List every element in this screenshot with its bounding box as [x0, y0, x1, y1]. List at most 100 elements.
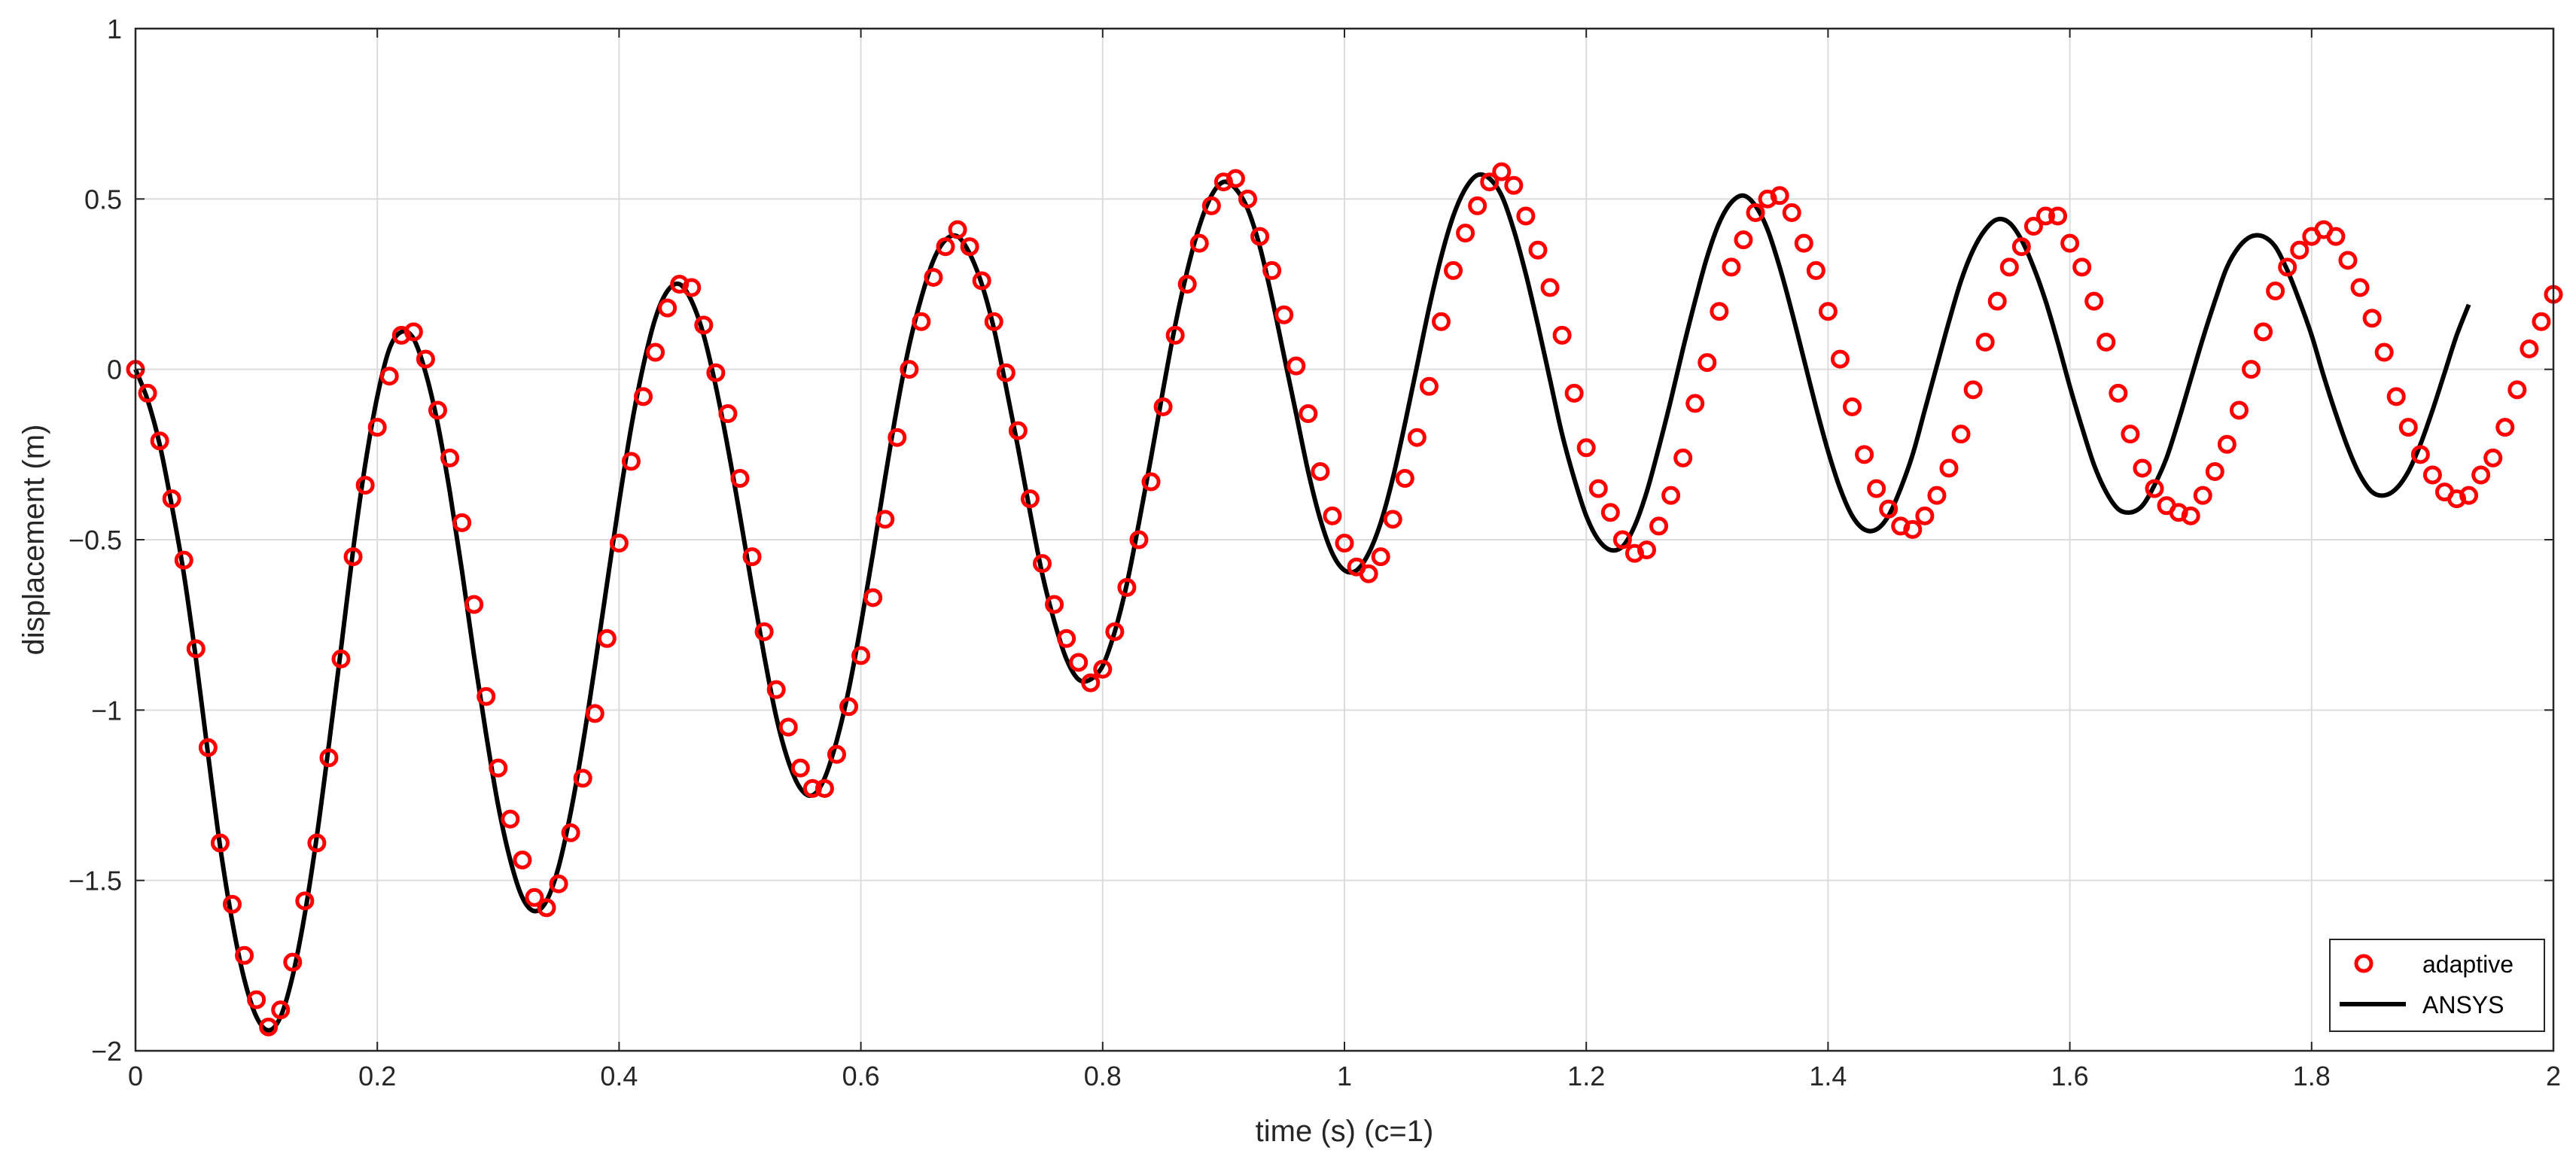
adaptive-point: [174, 550, 193, 570]
adaptive-point: [1867, 479, 1886, 498]
adaptive-point: [416, 349, 435, 369]
adaptive-point: [621, 452, 641, 471]
x-tick-label: 1.8: [2293, 1061, 2331, 1091]
adaptive-point: [1371, 547, 1390, 567]
adaptive-point: [2254, 322, 2273, 342]
adaptive-point: [1395, 469, 1414, 489]
adaptive-point: [1612, 530, 1632, 549]
adaptive-point: [1600, 503, 1620, 522]
adaptive-point: [1468, 196, 1487, 215]
adaptive-point: [766, 680, 786, 699]
x-axis-label: time (s) (c=1): [1256, 1115, 1434, 1148]
adaptive-point: [1045, 595, 1064, 614]
adaptive-point: [1383, 510, 1402, 529]
adaptive-point: [2278, 257, 2297, 277]
adaptive-point: [888, 428, 907, 447]
adaptive-point: [403, 322, 423, 342]
adaptive-point: [1105, 622, 1125, 641]
adaptive-point: [283, 952, 303, 972]
adaptive-point: [1117, 577, 1137, 597]
y-tick-label: −0.5: [69, 525, 122, 556]
adaptive-point: [549, 874, 568, 893]
adaptive-point: [1299, 404, 1318, 424]
adaptive-point: [1141, 472, 1161, 492]
adaptive-point: [851, 646, 871, 665]
adaptive-point: [2374, 342, 2394, 362]
adaptive-point: [863, 588, 883, 607]
adaptive-point: [150, 431, 169, 451]
adaptive-point: [259, 1017, 279, 1037]
adaptive-point: [307, 833, 327, 853]
adaptive-point: [1359, 564, 1378, 583]
adaptive-point: [2121, 425, 2140, 444]
adaptive-point: [2507, 380, 2527, 400]
x-tick-label: 1.6: [2051, 1061, 2089, 1091]
adaptive-point: [585, 704, 604, 723]
adaptive-point: [936, 237, 955, 257]
adaptive-point: [1939, 458, 1959, 478]
legend-label-ansys: ANSYS: [2422, 991, 2504, 1018]
adaptive-point: [2459, 486, 2479, 505]
adaptive-point: [1456, 224, 1475, 243]
adaptive-point: [1637, 540, 1656, 560]
adaptive-point: [2266, 282, 2285, 301]
adaptive-point: [2362, 309, 2382, 328]
adaptive-point: [1843, 397, 1862, 416]
adaptive-point: [1335, 534, 1354, 553]
adaptive-point: [1177, 275, 1197, 294]
adaptive-point: [1081, 673, 1101, 693]
adaptive-point: [2060, 233, 2080, 253]
adaptive-point: [367, 418, 387, 437]
adaptive-point: [2023, 217, 2043, 236]
adaptive-point: [235, 945, 254, 965]
adaptive-point: [948, 220, 967, 239]
adaptive-point: [1323, 506, 1342, 525]
adaptive-point: [900, 360, 919, 379]
adaptive-point: [2326, 227, 2346, 246]
adaptive-point: [1661, 486, 1681, 505]
x-tick-label: 0.8: [1084, 1061, 1122, 1091]
adaptive-point: [634, 387, 653, 406]
adaptive-point: [2398, 418, 2418, 437]
adaptive-point: [1165, 325, 1185, 345]
adaptive-point: [924, 267, 943, 287]
adaptive-point: [162, 489, 181, 509]
adaptive-point: [815, 778, 834, 798]
adaptive-point: [440, 448, 460, 467]
adaptive-point: [2036, 206, 2055, 226]
adaptive-point: [2242, 360, 2261, 379]
adaptive-point: [2084, 291, 2104, 311]
adaptive-point: [875, 510, 895, 529]
adaptive-point: [319, 748, 339, 768]
adaptive-point: [839, 697, 859, 717]
adaptive-point: [1480, 172, 1500, 192]
adaptive-point: [730, 469, 750, 489]
x-tick-label: 0: [128, 1061, 143, 1091]
adaptive-point: [706, 363, 726, 382]
adaptive-point: [343, 547, 363, 567]
adaptive-point: [1528, 240, 1548, 260]
x-tick-label: 1.4: [1809, 1061, 1847, 1091]
adaptive-point: [1987, 291, 2007, 311]
adaptive-point: [2410, 445, 2430, 464]
legend-marker-adaptive: [2354, 954, 2374, 973]
y-tick-label: 0: [107, 355, 122, 385]
adaptive-point: [1407, 428, 1427, 447]
adaptive-point: [271, 1000, 291, 1020]
adaptive-point: [972, 271, 991, 291]
adaptive-point: [658, 298, 677, 318]
adaptive-point: [1201, 196, 1221, 215]
adaptive-point: [802, 778, 822, 798]
adaptive-point: [1274, 305, 1294, 324]
adaptive-point: [2193, 486, 2212, 505]
x-tick-label: 0.4: [600, 1061, 638, 1091]
adaptive-point: [464, 595, 484, 614]
adaptive-point: [1564, 383, 1584, 403]
adaptive-point: [827, 744, 846, 764]
adaptive-point: [1431, 312, 1451, 331]
legend: adaptive ANSYS: [2329, 939, 2545, 1032]
adaptive-point: [573, 769, 592, 788]
x-tick-label: 2: [2546, 1061, 2561, 1091]
x-tick-label: 1.2: [1567, 1061, 1605, 1091]
